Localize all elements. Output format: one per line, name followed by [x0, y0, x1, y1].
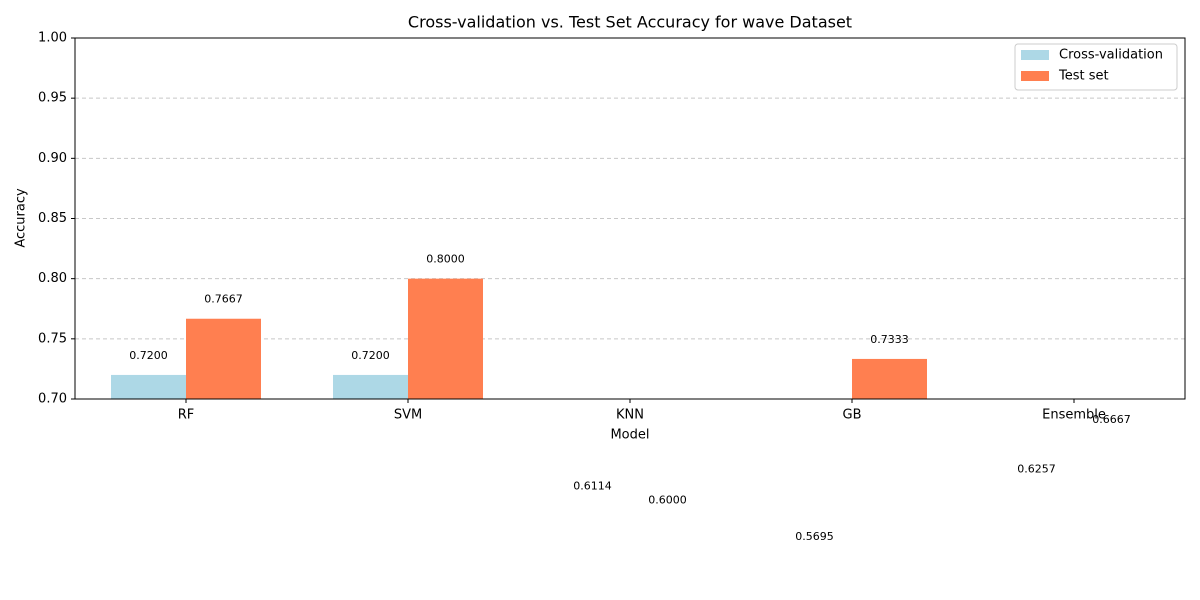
x-tick-label: KNN [616, 408, 644, 423]
value-label: 0.7333 [870, 333, 909, 346]
legend-label: Test set [1058, 69, 1109, 84]
y-tick-label: 0.95 [38, 91, 67, 106]
value-label: 0.6667 [1092, 413, 1131, 426]
legend-swatch [1021, 50, 1049, 60]
bar [186, 318, 261, 399]
y-axis-title: Accuracy [14, 188, 29, 248]
bar [111, 374, 186, 399]
plot-area [111, 278, 927, 399]
value-label: 0.8000 [426, 253, 465, 266]
y-tick-label: 0.70 [38, 392, 67, 407]
y-tick-label: 0.90 [38, 151, 67, 166]
value-label: 0.5695 [795, 530, 834, 543]
value-label: 0.6257 [1017, 462, 1056, 475]
value-label: 0.6000 [648, 493, 687, 506]
x-axis-title: Model [610, 428, 649, 443]
value-label: 0.7200 [351, 349, 390, 362]
y-tick-label: 0.85 [38, 211, 67, 226]
chart-title: Cross-validation vs. Test Set Accuracy f… [408, 13, 852, 32]
x-tick-label: SVM [394, 408, 422, 423]
y-tick-label: 0.80 [38, 271, 67, 286]
value-label: 0.7200 [129, 349, 168, 362]
bar [333, 374, 408, 399]
value-label: 0.6114 [573, 480, 612, 493]
bar [408, 278, 483, 399]
x-tick-label: Ensemble [1042, 408, 1106, 423]
legend-box [1014, 43, 1178, 91]
y-tick-label: 0.75 [38, 331, 67, 346]
x-tick-label: RF [178, 408, 195, 423]
value-label: 0.7667 [204, 293, 243, 306]
bar [852, 358, 927, 399]
legend-swatch [1021, 71, 1049, 81]
axes-frame [74, 37, 1186, 400]
y-tick-label: 1.00 [38, 31, 67, 46]
x-tick-label: GB [843, 408, 862, 423]
legend-label: Cross-validation [1059, 48, 1163, 63]
